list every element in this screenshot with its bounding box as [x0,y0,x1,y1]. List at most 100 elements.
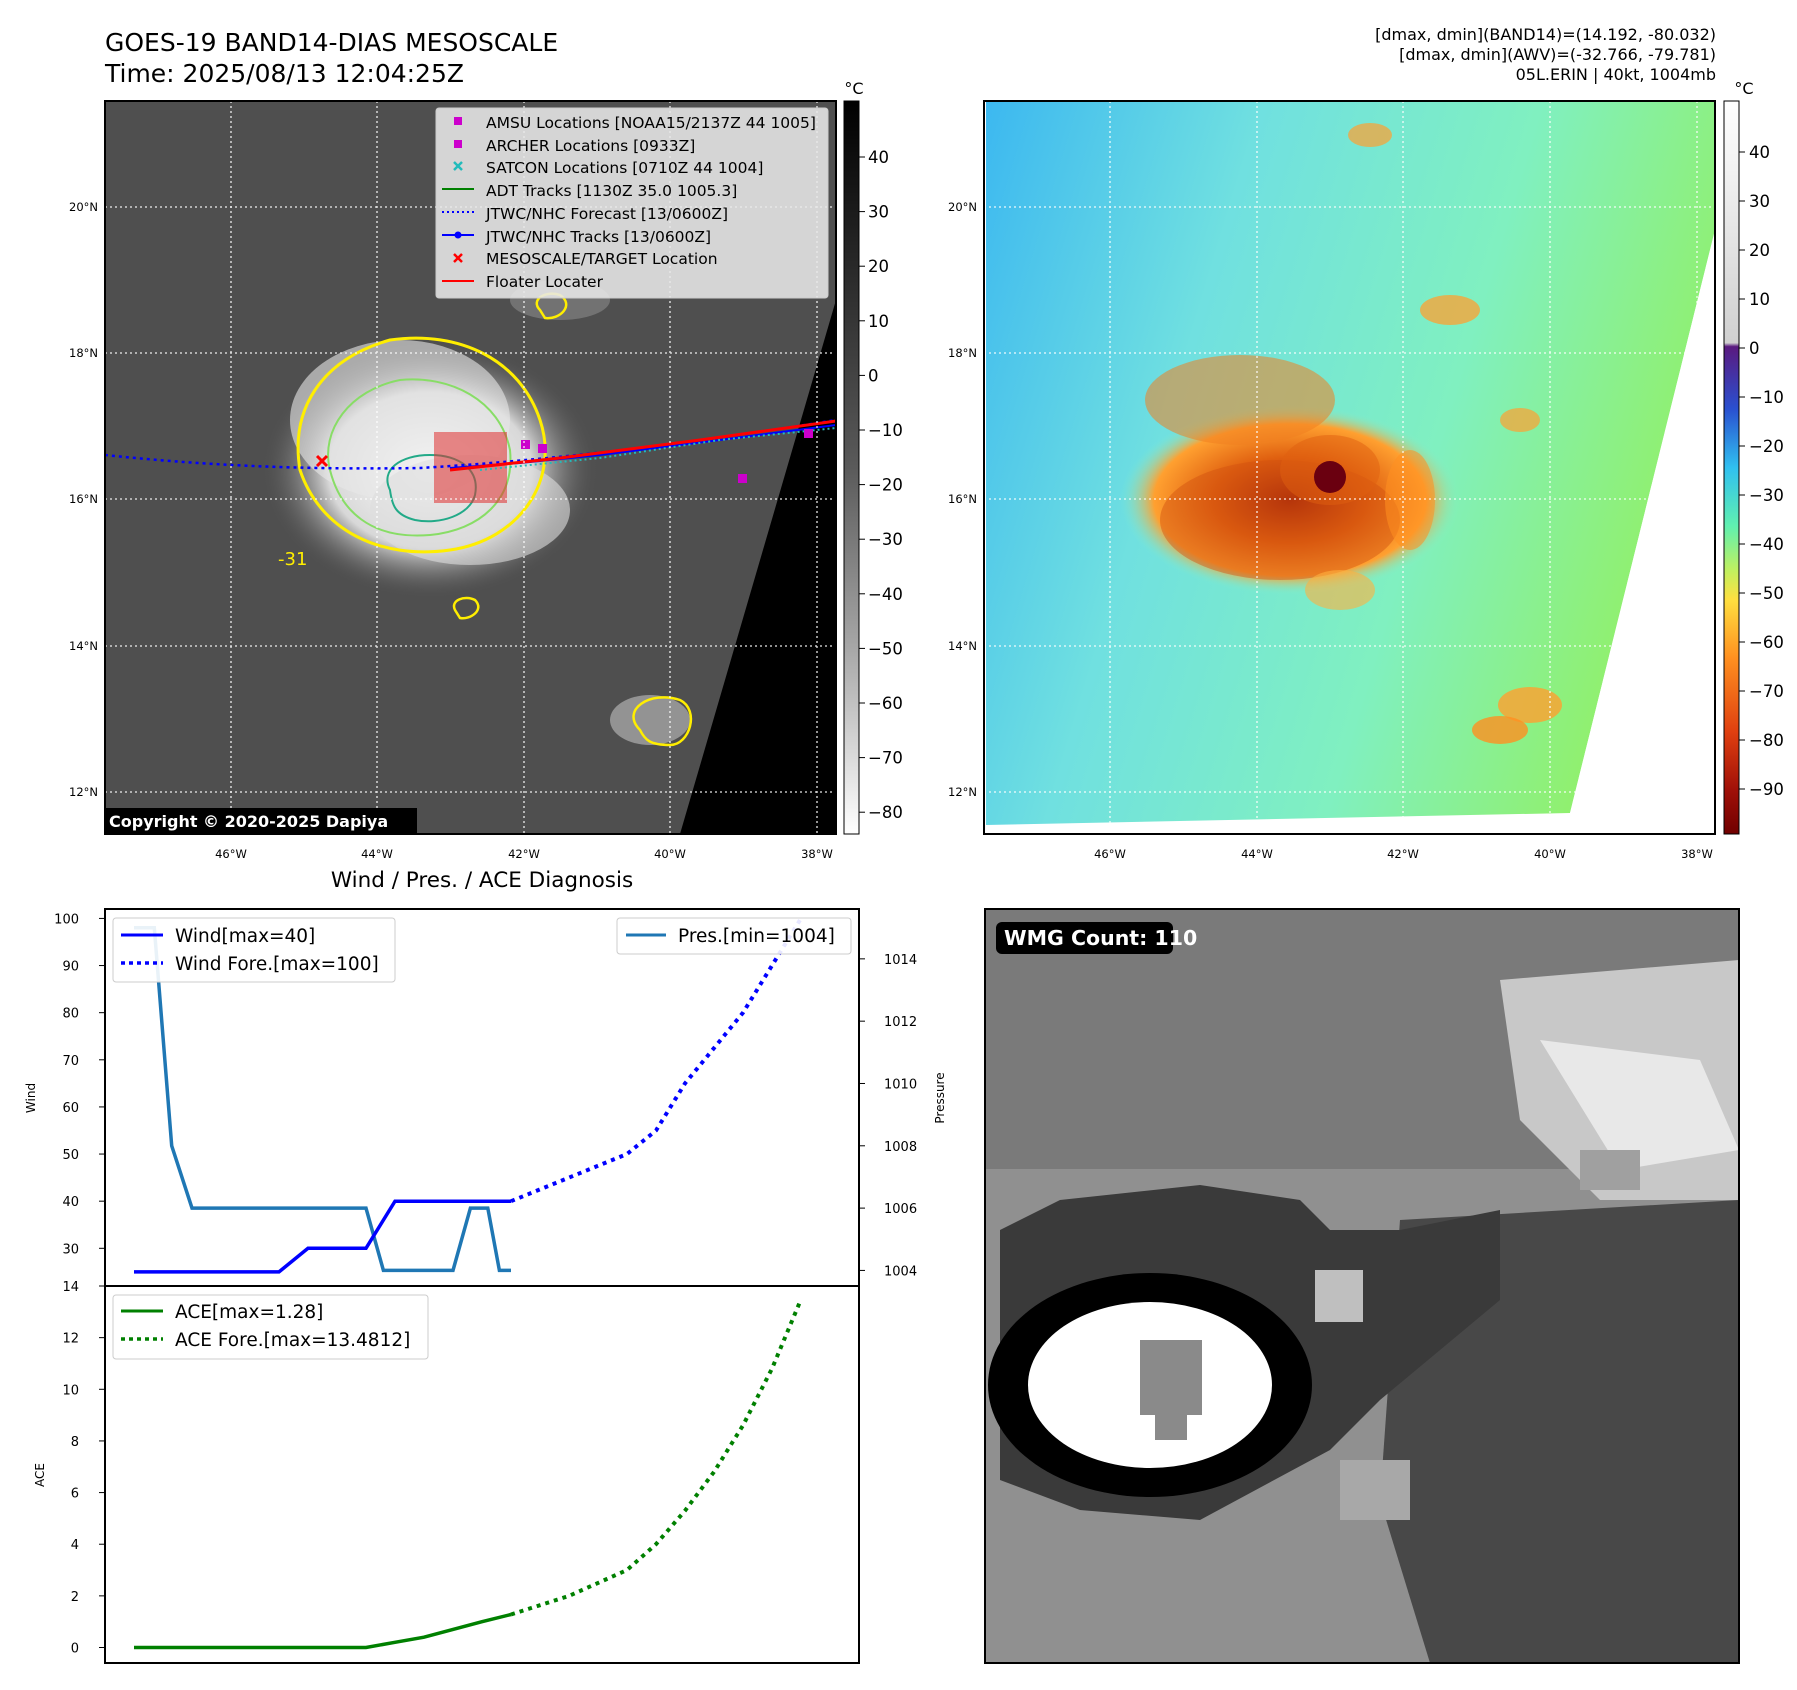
wind-axis-label: Wind [24,1083,38,1113]
right-colorbar-tick-label: −10 [1749,388,1784,407]
left-colorbar-tick-label: 10 [868,312,889,331]
wind-tick-label: 70 [62,1054,79,1069]
left-colorbar-tick-label: −80 [868,803,903,822]
legend-archer: ARCHER Locations [0933Z] [486,137,695,155]
left-colorbar-tick-label: −60 [868,694,903,713]
wind-forecast-series-line [510,917,803,1204]
wind-tick-label: 80 [62,1007,79,1022]
legend-wind-fore: Wind Fore.[max=100] [175,954,379,975]
right-colorbar-tick-label: −40 [1749,535,1784,554]
legend-forecast: JTWC/NHC Forecast [13/0600Z] [485,205,728,223]
right-colorbar-tick-label: −30 [1749,486,1784,505]
pressure-tick-label: 1006 [884,1202,917,1217]
wmg-count: WMG Count: 110 [1004,926,1197,950]
left-colorbar-tick-label: −10 [868,421,903,440]
legend-ace: ACE[max=1.28] [175,1302,323,1323]
legend-pres: Pres.[min=1004] [678,926,835,947]
right-colorbar-tick-label: −90 [1749,780,1784,799]
ace-tick-label: 8 [71,1435,79,1450]
left-colorbar-unit: °C [844,79,863,98]
pressure-tick-label: 1004 [884,1264,917,1279]
right-lon-label-46w: 46°W [1094,847,1126,861]
contour-label: -31 [278,549,307,570]
right-lon-label-40w: 40°W [1534,847,1566,861]
right-lat-label-12n: 12°N [948,785,977,799]
ace-tick-label: 2 [71,1590,79,1605]
ace-tick-label: 4 [71,1538,79,1553]
legend-ace-fore: ACE Fore.[max=13.4812] [175,1330,410,1351]
lon-label-46w: 46°W [215,847,247,861]
wind-series-line [134,1199,511,1274]
pressure-tick-label: 1014 [884,953,917,968]
lat-label-12n: 12°N [69,785,98,799]
wind-tick-label: 100 [54,912,79,927]
ace-tick-label: 10 [62,1383,79,1398]
wind-tick-label: 60 [62,1101,79,1116]
ace-tick-label: 12 [62,1332,79,1347]
pressure-axis-label: Pressure [933,1072,947,1123]
right-colorbar-tick-label: 30 [1749,192,1770,211]
left-colorbar-tick-label: −50 [868,639,903,658]
left-colorbar-tick-label: 30 [868,203,889,222]
right-lat-label-14n: 14°N [948,639,977,653]
legend-floater: Floater Locater [486,273,604,291]
ace-tick-label: 14 [62,1280,79,1295]
lon-label-40w: 40°W [654,847,686,861]
ace-axis-label: ACE [33,1463,47,1487]
legend-wind: Wind[max=40] [175,926,315,947]
pressure-tick-label: 1010 [884,1077,917,1092]
wmg-panel: WMG Count: 110 [984,908,1740,1664]
lon-label-42w: 42°W [508,847,540,861]
right-colorbar-tick-label: 0 [1749,339,1760,358]
diagnosis-title: Wind / Pres. / ACE Diagnosis [331,868,633,893]
band14-map: -31 [69,79,903,861]
wind-legend: Wind[max=40] Wind Fore.[max=100] [112,917,396,983]
pressure-series-line [134,925,511,1273]
wind-tick-label: 40 [62,1195,79,1210]
pressure-tick-label: 1012 [884,1015,917,1030]
right-colorbar-tick-label: 40 [1749,143,1770,162]
right-colorbar-tick-label: −80 [1749,731,1784,750]
pressure-legend: Pres.[min=1004] [616,917,852,955]
right-colorbar-tick-label: 10 [1749,290,1770,309]
copyright: Copyright © 2020-2025 Dapiya [109,812,388,831]
wind-tick-label: 50 [62,1148,79,1163]
right-colorbar-tick-label: −60 [1749,633,1784,652]
lon-label-38w: 38°W [801,847,833,861]
awv-colorbar: °C 40 30 20 10 0 −10 −20 −30 −40 −50 −60 −70 −80 −90 [1723,79,1784,835]
right-colorbar-tick-label: −50 [1749,584,1784,603]
lat-label-18n: 18°N [69,346,98,360]
lat-label-20n: 20°N [69,200,98,214]
right-lon-label-44w: 44°W [1241,847,1273,861]
diagnosis-chart: Wind / Pres. / ACE Diagnosis Wind Pressu… [24,868,947,1664]
legend-amsu: AMSU Locations [NOAA15/2137Z 44 1005] [486,114,816,132]
right-lat-label-20n: 20°N [948,200,977,214]
legend-target: MESOSCALE/TARGET Location [486,250,718,268]
ace-forecast-series-line [510,1298,803,1617]
band14-colorbar: °C 40 30 20 10 0 −10 −20 −30 −40 −50 −60 −70 −80 [843,79,903,835]
right-colorbar-tick-label: −70 [1749,682,1784,701]
stats-awv: [dmax, dmin](AWV)=(-32.766, -79.781) [1399,45,1716,64]
right-lat-label-18n: 18°N [948,346,977,360]
left-colorbar-tick-label: 40 [868,148,889,167]
ace-tick-label: 6 [71,1487,79,1502]
lat-label-16n: 16°N [69,492,98,506]
right-colorbar-unit: °C [1734,79,1753,98]
lon-label-44w: 44°W [361,847,393,861]
storm-info: 05L.ERIN | 40kt, 1004mb [1516,65,1716,84]
left-colorbar-tick-label: −70 [868,749,903,768]
awv-map: 20°N 18°N 16°N 14°N 12°N 46°W 44°W 42°W … [948,79,1784,861]
figure-time: Time: 2025/08/13 12:04:25Z [104,59,464,88]
map-legend: AMSU Locations [NOAA15/2137Z 44 1005] AR… [435,107,829,299]
right-colorbar-tick-label: −20 [1749,437,1784,456]
right-lat-label-16n: 16°N [948,492,977,506]
figure-title: GOES-19 BAND14-DIAS MESOSCALE [105,28,558,57]
legend-adt: ADT Tracks [1130Z 35.0 1005.3] [486,182,737,200]
right-colorbar-tick-label: 20 [1749,241,1770,260]
left-colorbar-tick-label: −30 [868,530,903,549]
wind-tick-label: 30 [62,1242,79,1257]
ace-tick-label: 0 [71,1642,79,1657]
stats-band14: [dmax, dmin](BAND14)=(14.192, -80.032) [1375,25,1716,44]
left-colorbar-tick-label: 20 [868,257,889,276]
